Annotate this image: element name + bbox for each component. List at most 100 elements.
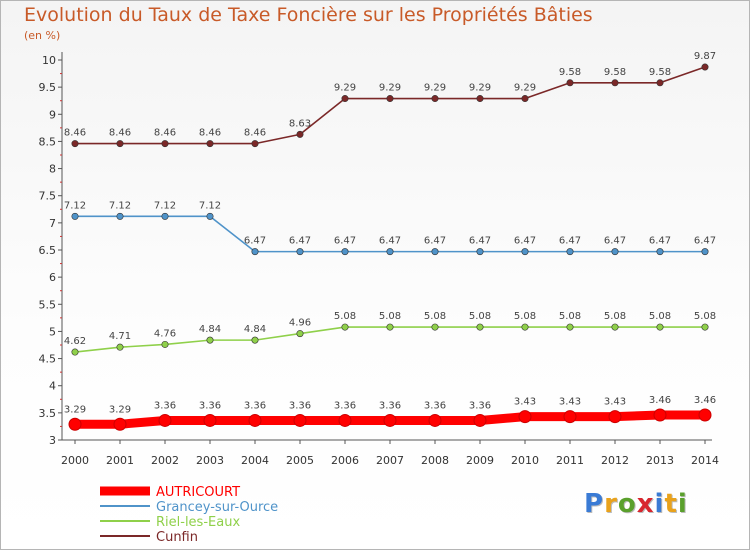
data-point: [611, 79, 619, 87]
unit-label: (en %): [24, 29, 61, 42]
data-point: [383, 413, 397, 427]
data-point: [521, 323, 529, 331]
data-label: 3.36: [424, 400, 446, 411]
data-label: 7.12: [109, 200, 131, 211]
data-label: 8.46: [199, 128, 221, 139]
data-label: 8.63: [289, 118, 311, 129]
data-point: [473, 413, 487, 427]
data-label: 9.58: [604, 67, 626, 78]
x-tick-label: 2005: [286, 454, 314, 467]
data-point: [386, 323, 394, 331]
data-label: 6.47: [694, 236, 716, 247]
data-point: [206, 140, 214, 148]
data-point: [341, 248, 349, 256]
data-point: [251, 248, 259, 256]
data-point: [431, 95, 439, 103]
x-tick-label: 2003: [196, 454, 224, 467]
data-label: 8.46: [109, 128, 131, 139]
data-point: [476, 323, 484, 331]
data-label: 4.84: [244, 324, 266, 335]
data-point: [206, 212, 214, 220]
x-tick-label: 2014: [691, 454, 719, 467]
data-label: 4.76: [154, 328, 176, 339]
logo-letter: o: [617, 489, 637, 519]
y-tick-label: 8: [49, 163, 56, 176]
data-point: [476, 248, 484, 256]
data-point: [68, 417, 82, 431]
logo-letter: x: [636, 489, 655, 519]
legend-label: Grancey-sur-Ource: [156, 500, 278, 515]
logo-letter: t: [664, 489, 678, 519]
data-label: 8.46: [64, 128, 86, 139]
data-label: 4.84: [199, 324, 221, 335]
data-point: [296, 330, 304, 338]
data-label: 6.47: [514, 236, 536, 247]
y-tick-label: 5.5: [39, 298, 57, 311]
data-label: 3.43: [604, 397, 626, 408]
data-point: [566, 323, 574, 331]
data-label: 6.47: [379, 236, 401, 247]
data-label: 8.46: [154, 128, 176, 139]
data-label: 9.58: [649, 67, 671, 78]
data-label: 9.29: [514, 83, 536, 94]
chart-title: Evolution du Taux de Taxe Foncière sur l…: [24, 4, 593, 26]
y-tick-label: 4.5: [39, 353, 57, 366]
x-tick-label: 2010: [511, 454, 539, 467]
data-point: [656, 79, 664, 87]
data-point: [611, 248, 619, 256]
data-point: [386, 248, 394, 256]
data-label: 4.71: [109, 331, 131, 342]
data-label: 3.43: [514, 397, 536, 408]
data-point: [611, 323, 619, 331]
data-label: 6.47: [244, 236, 266, 247]
data-point: [293, 413, 307, 427]
data-label: 9.58: [559, 67, 581, 78]
data-label: 3.46: [694, 395, 716, 406]
data-label: 3.29: [109, 404, 131, 415]
y-tick-label: 3.5: [39, 407, 57, 420]
data-label: 5.08: [379, 311, 401, 322]
data-point: [338, 413, 352, 427]
data-label: 3.36: [334, 400, 356, 411]
y-tick-label: 5: [49, 325, 56, 338]
proxiti-logo: Proxiti: [584, 489, 688, 519]
data-point: [428, 413, 442, 427]
data-label: 3.36: [379, 400, 401, 411]
y-tick-label: 6: [49, 271, 56, 284]
data-point: [116, 212, 124, 220]
logo-letter: P: [584, 489, 605, 519]
data-point: [116, 343, 124, 351]
data-label: 6.47: [289, 236, 311, 247]
data-label: 5.08: [694, 311, 716, 322]
data-label: 3.46: [649, 395, 671, 406]
data-point: [341, 323, 349, 331]
data-point: [206, 336, 214, 344]
data-point: [518, 410, 532, 424]
data-point: [698, 408, 712, 422]
legend-label: Riel-les-Eaux: [156, 515, 240, 530]
data-label: 6.47: [559, 236, 581, 247]
x-tick-label: 2002: [151, 454, 179, 467]
data-label: 6.47: [334, 236, 356, 247]
x-tick-label: 2004: [241, 454, 269, 467]
x-tick-label: 2009: [466, 454, 494, 467]
data-label: 4.62: [64, 336, 86, 347]
y-tick-label: 9: [49, 108, 56, 121]
data-point: [248, 413, 262, 427]
y-tick-label: 3: [49, 434, 56, 447]
data-label: 6.47: [424, 236, 446, 247]
data-label: 3.36: [469, 400, 491, 411]
data-label: 6.47: [604, 236, 626, 247]
y-tick-label: 4: [49, 380, 56, 393]
data-label: 3.36: [289, 400, 311, 411]
x-tick-label: 2001: [106, 454, 134, 467]
x-tick-label: 2008: [421, 454, 449, 467]
data-label: 5.08: [514, 311, 536, 322]
y-tick-label: 9.5: [39, 81, 57, 94]
data-label: 6.47: [469, 236, 491, 247]
legend-label: Cunfin: [156, 530, 198, 545]
data-point: [296, 130, 304, 138]
data-label: 9.29: [469, 83, 491, 94]
